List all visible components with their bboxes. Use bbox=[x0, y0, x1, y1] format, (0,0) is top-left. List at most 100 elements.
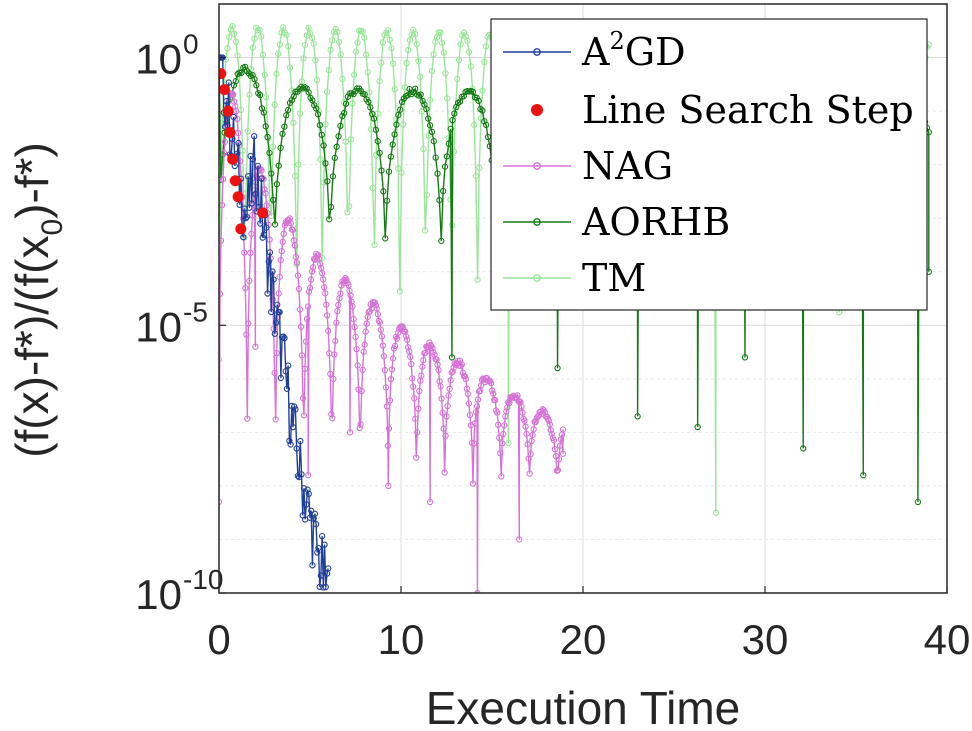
series-nag-marker-342 bbox=[554, 467, 562, 474]
series-nag-marker-230 bbox=[443, 413, 450, 420]
line-search-step-point-3 bbox=[224, 127, 236, 139]
series-tm-marker-126 bbox=[428, 68, 436, 75]
series-nag-marker-139 bbox=[353, 346, 360, 353]
series-tm-marker-97 bbox=[379, 39, 387, 46]
series-nag-marker-90 bbox=[305, 472, 312, 479]
series-nag-marker-100 bbox=[314, 252, 322, 259]
series-nag-marker-80 bbox=[295, 285, 303, 293]
x-tick-label-2: 20 bbox=[560, 616, 607, 663]
series-tm-marker-76 bbox=[344, 209, 351, 216]
series-nag-marker-85 bbox=[300, 412, 308, 419]
series-nag-marker-260 bbox=[473, 403, 481, 410]
series-nag-marker-189 bbox=[403, 333, 410, 340]
y-axis-label: (f(x)-f*)/(f(x0)-f*) bbox=[6, 142, 69, 458]
series-nag-marker-19 bbox=[235, 129, 242, 137]
series-nag-marker-204 bbox=[418, 372, 425, 379]
series-a2gd-marker-88 bbox=[322, 583, 329, 591]
series-tm-marker-50 bbox=[300, 55, 307, 62]
series-tm-marker-88 bbox=[364, 69, 371, 76]
series-tm-marker-154 bbox=[476, 164, 483, 171]
series-aorhb-marker-86 bbox=[376, 149, 383, 157]
series-nag-marker-108 bbox=[323, 301, 330, 308]
series-nag-marker-311 bbox=[523, 430, 530, 437]
series-a2gd-marker-75 bbox=[306, 514, 314, 521]
series-aorhb-marker-127 bbox=[451, 110, 458, 117]
series-nag-marker-318 bbox=[530, 426, 537, 433]
series-tm-marker-119 bbox=[416, 73, 424, 80]
series-nag-marker-282 bbox=[495, 421, 502, 428]
series-aorhb-marker-115 bbox=[430, 138, 437, 145]
series-nag-marker-140 bbox=[354, 362, 361, 369]
series-tm-marker-77 bbox=[345, 203, 353, 210]
series-aorhb-marker-9 bbox=[232, 78, 239, 85]
series-tm-marker-27 bbox=[261, 71, 268, 79]
series-nag-marker-252 bbox=[465, 400, 473, 407]
series-aorhb-marker-26 bbox=[264, 133, 271, 141]
series-nag-marker-199 bbox=[413, 454, 420, 461]
series-tm-marker-96 bbox=[378, 59, 385, 66]
series-nag-marker-348 bbox=[559, 426, 567, 433]
series-nag-marker-57 bbox=[272, 416, 279, 423]
series-a2gd-marker-28 bbox=[249, 156, 257, 163]
series-tm-marker-21 bbox=[251, 35, 258, 42]
y-tick-exponent-0: -10 bbox=[183, 564, 223, 595]
series-tm-marker-45 bbox=[291, 172, 299, 180]
series-a2gd-marker-70 bbox=[300, 485, 308, 492]
series-nag-marker-117 bbox=[332, 337, 339, 345]
series-aorhb-marker-112 bbox=[425, 115, 432, 122]
legend-entry-1-swatch bbox=[531, 104, 543, 116]
series-aorhb-marker-67 bbox=[340, 109, 348, 117]
series-nag-marker-118 bbox=[333, 319, 340, 326]
series-a2gd-marker-73 bbox=[304, 486, 311, 493]
series-tm-marker-47 bbox=[295, 161, 302, 168]
series-aorhb-marker-51 bbox=[311, 102, 318, 109]
series-nag-marker-283 bbox=[496, 434, 503, 441]
series-aorhb-marker-98 bbox=[398, 98, 406, 106]
x-tick-label-1: 10 bbox=[378, 616, 425, 663]
series-aorhb-marker-63 bbox=[333, 143, 340, 150]
series-nag-marker-5 bbox=[220, 149, 228, 157]
series-a2gd-marker-47 bbox=[272, 319, 280, 326]
series-tm-marker-112 bbox=[405, 46, 412, 54]
series-a2gd-marker-85 bbox=[318, 532, 326, 540]
series-tm-marker-86 bbox=[361, 34, 368, 41]
series-tm-marker-109 bbox=[400, 121, 407, 128]
series-aorhb-marker-61 bbox=[329, 173, 337, 180]
series-nag-marker-168 bbox=[382, 384, 390, 391]
series-nag-marker-281 bbox=[494, 409, 501, 416]
series-nag-marker-93 bbox=[307, 276, 315, 283]
series-nag-marker-286 bbox=[499, 440, 506, 447]
series-aorhb-marker-118 bbox=[436, 196, 443, 204]
series-tm-marker-111 bbox=[403, 60, 410, 67]
series-tm-marker-107 bbox=[396, 288, 403, 295]
series-aorhb-marker-22 bbox=[256, 91, 264, 99]
series-nag-marker-1 bbox=[219, 290, 224, 298]
series-aorhb-marker-105 bbox=[411, 85, 419, 92]
series-nag-marker-115 bbox=[330, 375, 337, 383]
series-nag-marker-279 bbox=[492, 397, 499, 404]
series-tm-marker-103 bbox=[389, 60, 397, 67]
y-axis-label-pre: (f(x)-f*)/(f(x bbox=[6, 236, 58, 458]
series-a2gd-marker-90 bbox=[325, 565, 332, 572]
series-aorhb-marker-83 bbox=[370, 115, 378, 122]
series-tm-marker-24 bbox=[256, 26, 263, 34]
series-nag-marker-312 bbox=[524, 441, 531, 448]
series-tm-marker-131 bbox=[437, 29, 444, 36]
series-nag-marker-169 bbox=[383, 403, 391, 410]
series-tm-marker-132 bbox=[438, 39, 446, 47]
series-a2gd-marker-68 bbox=[298, 471, 305, 478]
series-a2gd-marker-76 bbox=[308, 507, 315, 514]
series-aorhb-marker-37 bbox=[284, 106, 292, 114]
series-nag-marker-122 bbox=[337, 290, 344, 297]
series-aorhb-marker-68 bbox=[342, 100, 350, 107]
series-tm-marker-82 bbox=[354, 39, 361, 46]
series-nag-marker-33 bbox=[249, 212, 256, 219]
series-nag-marker-157 bbox=[371, 299, 378, 306]
series-aorhb-marker-144 bbox=[482, 121, 490, 129]
series-nag-marker-277 bbox=[490, 390, 497, 397]
series-nag-marker-320 bbox=[532, 418, 539, 426]
series-aorhb-marker-84 bbox=[372, 126, 380, 133]
series-nag-marker-0 bbox=[219, 498, 223, 505]
series-tm-marker-5 bbox=[224, 45, 231, 52]
series-nag-marker-58 bbox=[273, 349, 280, 357]
